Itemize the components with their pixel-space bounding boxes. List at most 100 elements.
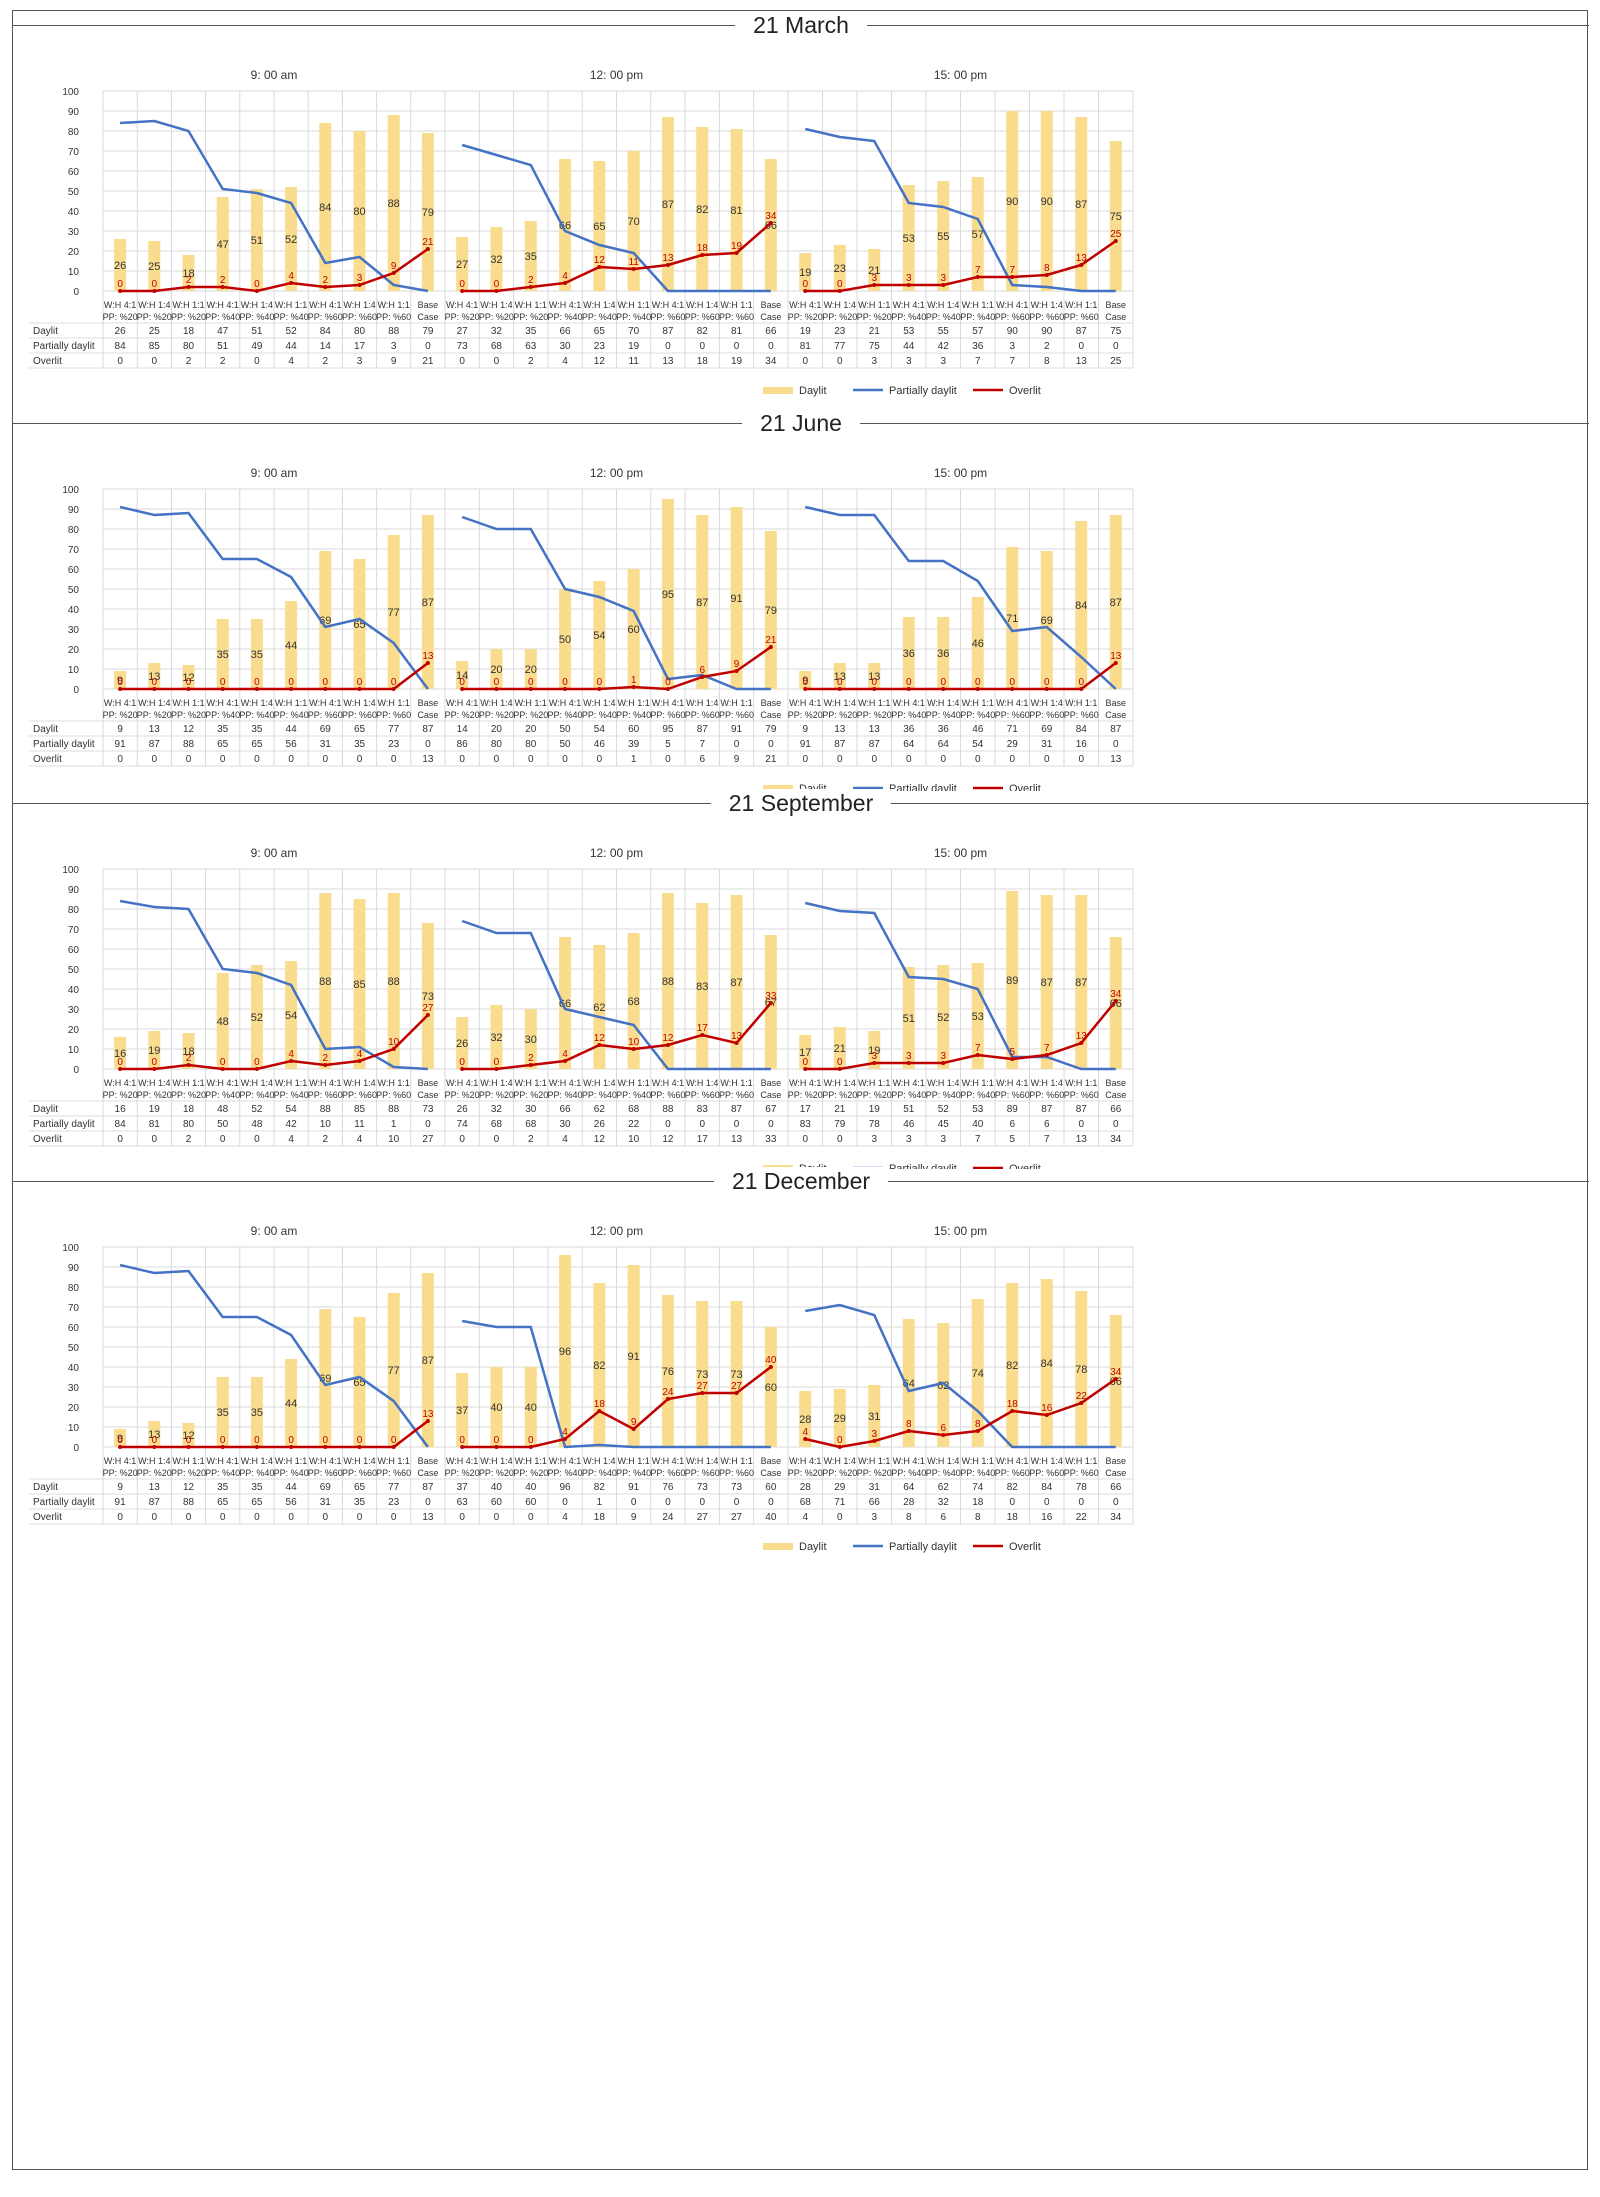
table-cell: 10 (628, 1134, 640, 1145)
overlit-point (1113, 661, 1118, 665)
daylit-data-label: 40 (490, 1402, 502, 1414)
overlit-data-label: 0 (391, 677, 397, 688)
legend-partial-label: Partially daylit (889, 1541, 957, 1553)
category-label-line1: W:H 4:1 (996, 698, 1028, 708)
overlit-point (941, 687, 946, 691)
daylit-data-label: 40 (525, 1402, 537, 1414)
overlit-point (597, 1043, 602, 1047)
table-cell: 0 (802, 754, 808, 765)
daylit-data-label: 54 (285, 1010, 297, 1022)
daylit-bar (387, 535, 400, 689)
category-label-line2: PP: %60 (1029, 312, 1064, 322)
category-label-line2: PP: %20 (788, 710, 823, 720)
category-label-line2: PP: %20 (103, 1468, 138, 1478)
daylit-data-label: 35 (217, 649, 229, 661)
table-cell: 26 (594, 1119, 606, 1130)
table-cell: 60 (525, 1497, 537, 1508)
category-label-line1: W:H 1:4 (241, 1456, 273, 1466)
category-label-line2: PP: %40 (239, 1090, 274, 1100)
category-label-line1: Base (1105, 300, 1126, 310)
table-cell: 31 (320, 739, 332, 750)
table-cell: 52 (938, 1104, 950, 1115)
overlit-data-label: 2 (220, 275, 226, 286)
category-label-line1: W:H 1:1 (1065, 1456, 1097, 1466)
category-label-line1: Base (418, 1078, 439, 1088)
table-cell: 0 (562, 754, 568, 765)
partially-daylit-line (804, 901, 1116, 1071)
daylit-bar (387, 115, 400, 291)
daylit-data-label: 57 (972, 229, 984, 241)
category-label-line2: PP: %40 (548, 710, 583, 720)
category-label-line1: W:H 1:1 (1065, 698, 1097, 708)
overlit-data-label: 0 (494, 1435, 500, 1446)
y-tick-label: 60 (68, 945, 80, 956)
panel-title: 9: 00 am (251, 466, 298, 480)
overlit-line (462, 645, 772, 691)
daylit-data-label: 32 (490, 254, 502, 266)
table-cell: 46 (594, 739, 606, 750)
table-cell: 23 (594, 341, 606, 352)
daylit-data-label: 87 (696, 597, 708, 609)
table-cell: 35 (251, 1482, 263, 1493)
table-cell: 0 (906, 754, 912, 765)
overlit-point (1044, 1053, 1049, 1057)
category-label-line1: Base (1105, 1456, 1126, 1466)
category-label-line1: W:H 1:1 (962, 698, 994, 708)
table-cell: 0 (254, 1512, 260, 1523)
daylit-bar (148, 663, 161, 689)
overlit-data-label: 2 (186, 275, 192, 286)
category-label-line2: PP: %40 (582, 1468, 617, 1478)
table-cell: 91 (800, 739, 812, 750)
category-label-line1: W:H 4:1 (996, 1456, 1028, 1466)
overlit-point (152, 1067, 157, 1071)
table-cell: 55 (938, 326, 950, 337)
category-label-line1: W:H 1:4 (138, 300, 170, 310)
table-cell: 4 (802, 1512, 808, 1523)
daylit-data-label: 90 (1006, 196, 1018, 208)
table-cell: 18 (1007, 1512, 1019, 1523)
category-label-line1: W:H 4:1 (104, 698, 136, 708)
overlit-data-label: 27 (697, 1381, 709, 1392)
overlit-data-label: 3 (357, 273, 363, 284)
overlit-point (460, 687, 465, 691)
y-tick-label: 0 (73, 287, 79, 298)
table-cell: 0 (425, 1497, 431, 1508)
daylit-bar (937, 965, 950, 1069)
daylit-data-label: 95 (662, 589, 674, 601)
category-label-line1: W:H 4:1 (549, 1078, 581, 1088)
overlit-point (803, 289, 808, 293)
daylit-bar (730, 507, 743, 689)
category-label-line1: W:H 4:1 (893, 300, 925, 310)
table-cell: 16 (115, 1104, 127, 1115)
table-cell: 67 (765, 1104, 777, 1115)
overlit-data-label: 0 (1078, 677, 1084, 688)
overlit-data-label: 2 (323, 1053, 329, 1064)
daylit-data-label: 52 (937, 1012, 949, 1024)
table-cell: 8 (906, 1512, 912, 1523)
table-cell: 3 (906, 1134, 912, 1145)
overlit-data-label: 17 (697, 1023, 709, 1034)
overlit-data-label: 19 (731, 241, 743, 252)
y-tick-label: 30 (68, 1005, 80, 1016)
daylit-data-label: 53 (972, 1011, 984, 1023)
y-tick-label: 30 (68, 227, 80, 238)
category-label-line1: W:H 1:1 (515, 300, 547, 310)
table-cell: 9 (802, 724, 808, 735)
overlit-point (220, 1067, 225, 1071)
overlit-data-label: 27 (731, 1381, 743, 1392)
y-tick-label: 40 (68, 605, 80, 616)
category-label-line2: PP: %20 (137, 1468, 172, 1478)
category-label-line2: PP: %20 (857, 710, 892, 720)
category-label-line2: PP: %20 (822, 1468, 857, 1478)
partially-daylit-line (461, 515, 771, 691)
overlit-data-label: 13 (731, 1031, 743, 1042)
table-row-label: Partially daylit (33, 739, 95, 750)
category-label-line1: W:H 1:4 (480, 1078, 512, 1088)
daylit-data-label: 9 (802, 675, 808, 687)
table-cell: 23 (388, 1497, 400, 1508)
table-cell: 84 (115, 1119, 127, 1130)
overlit-point (118, 289, 123, 293)
table-cell: 68 (628, 1104, 640, 1115)
overlit-data-label: 8 (906, 1419, 912, 1430)
table-cell: 85 (354, 1104, 366, 1115)
